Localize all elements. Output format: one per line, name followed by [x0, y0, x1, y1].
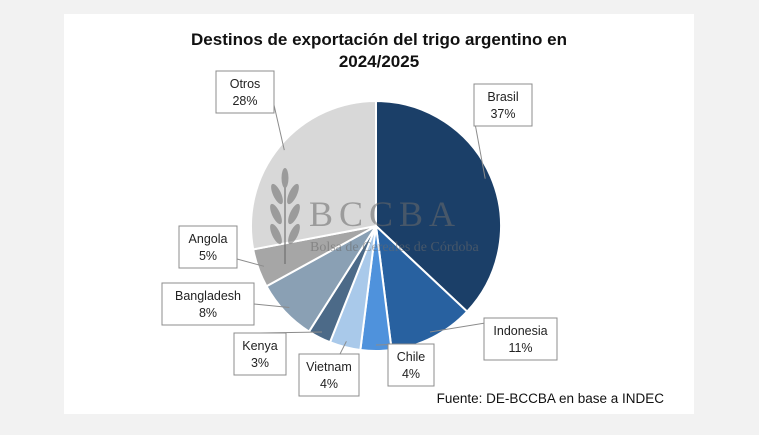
- watermark-logo: BCCBA Bolsa de Cereales de Córdoba: [270, 168, 480, 264]
- data-label-box-chile: [387, 343, 435, 387]
- wheat-icon: [270, 168, 300, 264]
- leader-line-otros: [273, 104, 285, 151]
- data-label-box-bangladesh: [161, 282, 255, 326]
- data-label-name-bangladesh: Bangladesh: [175, 289, 241, 303]
- data-label-name-kenya: Kenya: [242, 339, 277, 353]
- data-label-value-otros: 28%: [232, 94, 257, 108]
- pie-slices: [250, 99, 502, 352]
- data-label-box-otros: [215, 70, 275, 114]
- data-label-value-kenya: 3%: [251, 356, 269, 370]
- data-label-box-vietnam: [298, 353, 360, 397]
- pie-slice-otros: [250, 99, 377, 251]
- data-label-value-bangladesh: 8%: [199, 306, 217, 320]
- data-label-name-vietnam: Vietnam: [306, 360, 352, 374]
- data-label-box-brasil: [473, 83, 533, 127]
- data-label-name-otros: Otros: [230, 77, 261, 91]
- chart-title-line1: Destinos de exportación del trigo argent…: [191, 30, 567, 49]
- leader-line-vietnam: [339, 341, 347, 355]
- data-label-box-angola: [178, 225, 238, 269]
- data-label-value-brasil: 37%: [490, 107, 515, 121]
- pie-chart: Destinos de exportación del trigo argent…: [161, 30, 665, 406]
- data-label-box-indonesia: [483, 317, 558, 361]
- leader-line-angola: [236, 258, 265, 267]
- leader-line-brasil: [473, 117, 486, 179]
- data-label-value-angola: 5%: [199, 249, 217, 263]
- source-note: Fuente: DE-BCCBA en base a INDEC: [437, 391, 665, 406]
- chart-card: Destinos de exportación del trigo argent…: [64, 14, 694, 414]
- watermark-brand: BCCBA: [309, 194, 461, 234]
- slice-labels: Brasil 37% Indonesia 11% Chile 4% Vietnam 4% Ken…: [161, 70, 558, 397]
- data-label-name-brasil: Brasil: [487, 90, 518, 104]
- leader-line-bangladesh: [253, 303, 290, 308]
- data-label-value-vietnam: 4%: [320, 377, 338, 391]
- watermark-subtitle: Bolsa de Cereales de Córdoba: [310, 240, 480, 255]
- data-label-name-indonesia: Indonesia: [493, 324, 547, 338]
- pie-slice-brasil: [375, 99, 502, 313]
- data-label-name-angola: Angola: [189, 232, 228, 246]
- data-label-value-chile: 4%: [402, 367, 420, 381]
- data-label-value-indonesia: 11%: [508, 341, 532, 355]
- data-label-name-chile: Chile: [397, 350, 426, 364]
- data-label-box-kenya: [233, 332, 287, 376]
- chart-title-line2: 2024/2025: [339, 52, 419, 71]
